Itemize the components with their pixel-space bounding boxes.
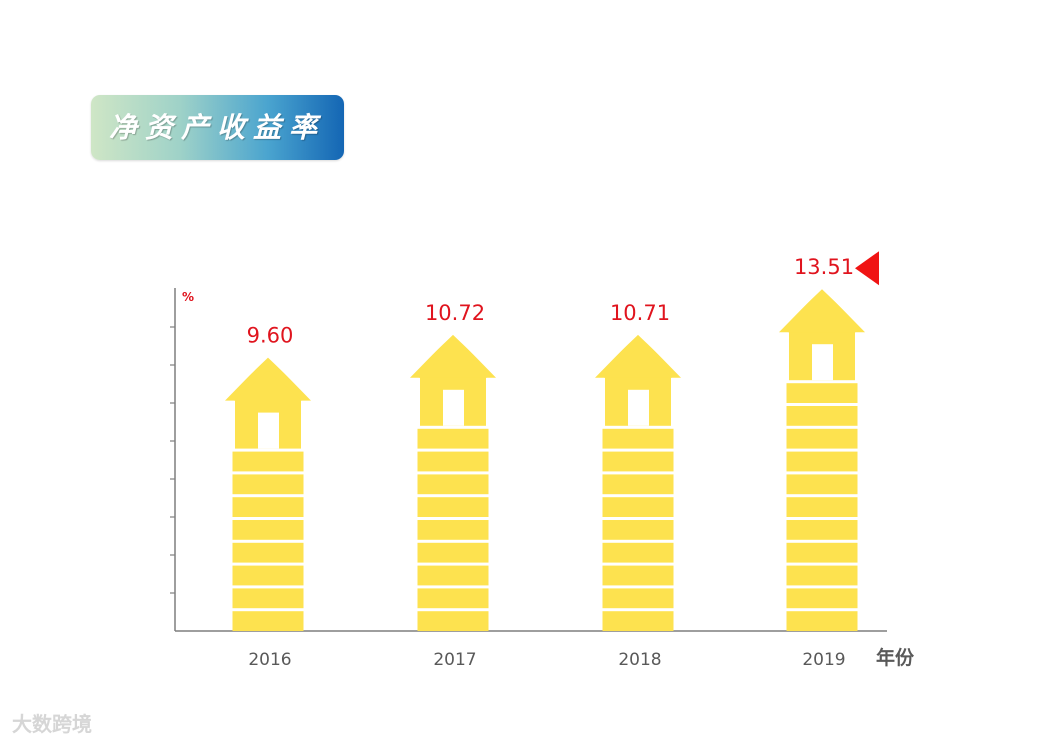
bar-stripe: [417, 451, 489, 472]
house-door: [628, 389, 649, 426]
x-axis-label: 年份: [876, 646, 915, 669]
x-tick-label: 2016: [248, 650, 291, 670]
bar-stripe: [786, 565, 858, 586]
bar-2016: 9.60 2016: [221, 324, 315, 670]
title-badge: 净资产收益率: [91, 95, 344, 160]
house-door: [258, 412, 279, 449]
value-label: 10.71: [610, 301, 670, 325]
bar-stripe: [602, 542, 674, 563]
bar-stripe: [602, 451, 674, 472]
bar-stripe: [602, 520, 674, 540]
bar-2018: 10.71 2018: [591, 301, 685, 670]
bar-stripe: [232, 565, 304, 586]
bar-stripe: [417, 565, 489, 586]
value-label: 9.60: [247, 324, 294, 348]
house-gable: [604, 347, 672, 378]
bar-stripe: [786, 406, 858, 426]
bar-stripe: [417, 542, 489, 563]
bar-stripe: [602, 588, 674, 609]
bar-stripe: [786, 611, 858, 631]
bar-stripe: [232, 542, 304, 563]
bar-stripe: [786, 451, 858, 472]
bar-stripe: [786, 588, 858, 609]
bar-stripe: [602, 497, 674, 517]
chart-title: 净资产收益率: [109, 111, 326, 144]
roof-trim: [591, 330, 685, 377]
bar-2019: 13.51 2019: [775, 255, 869, 670]
house-gable: [788, 302, 856, 333]
bar-stripe: [786, 542, 858, 563]
roof-trim: [775, 285, 869, 332]
bar-stripe: [786, 474, 858, 495]
bar-stripe: [417, 497, 489, 517]
bar-stripe: [232, 520, 304, 540]
bar-stripe: [232, 588, 304, 609]
bar-stripe: [602, 428, 674, 449]
bar-stripe: [786, 497, 858, 517]
house-door: [812, 344, 833, 381]
bar-stripe: [602, 565, 674, 586]
bar-stripe: [417, 520, 489, 540]
x-tick-label: 2017: [433, 650, 476, 670]
bar-stripe: [232, 451, 304, 472]
y-axis-unit: %: [182, 290, 194, 304]
bar-stripe: [417, 588, 489, 609]
bar-2017: 10.72 2017: [406, 301, 500, 670]
house-gable: [419, 347, 487, 378]
value-label: 13.51: [794, 255, 854, 279]
bar-stripe: [786, 520, 858, 540]
highlight-arrow-icon: [855, 251, 879, 286]
x-tick-label: 2018: [618, 650, 661, 670]
bar-stripe: [786, 428, 858, 449]
roof-trim: [221, 353, 315, 400]
house-door: [443, 389, 464, 426]
watermark: 大数跨境: [12, 712, 92, 736]
roof-trim: [406, 330, 500, 377]
bar-stripe: [232, 497, 304, 517]
bar-stripe: [417, 428, 489, 449]
bar-stripe: [602, 474, 674, 495]
bar-stripe: [417, 474, 489, 495]
bar-stripe: [417, 611, 489, 631]
house-gable: [234, 370, 302, 401]
bar-stripe: [232, 474, 304, 495]
bar-stripe: [232, 611, 304, 631]
value-label: 10.72: [425, 301, 485, 325]
bar-stripe: [602, 611, 674, 631]
bar-stripe: [786, 383, 858, 403]
x-tick-label: 2019: [802, 650, 845, 670]
